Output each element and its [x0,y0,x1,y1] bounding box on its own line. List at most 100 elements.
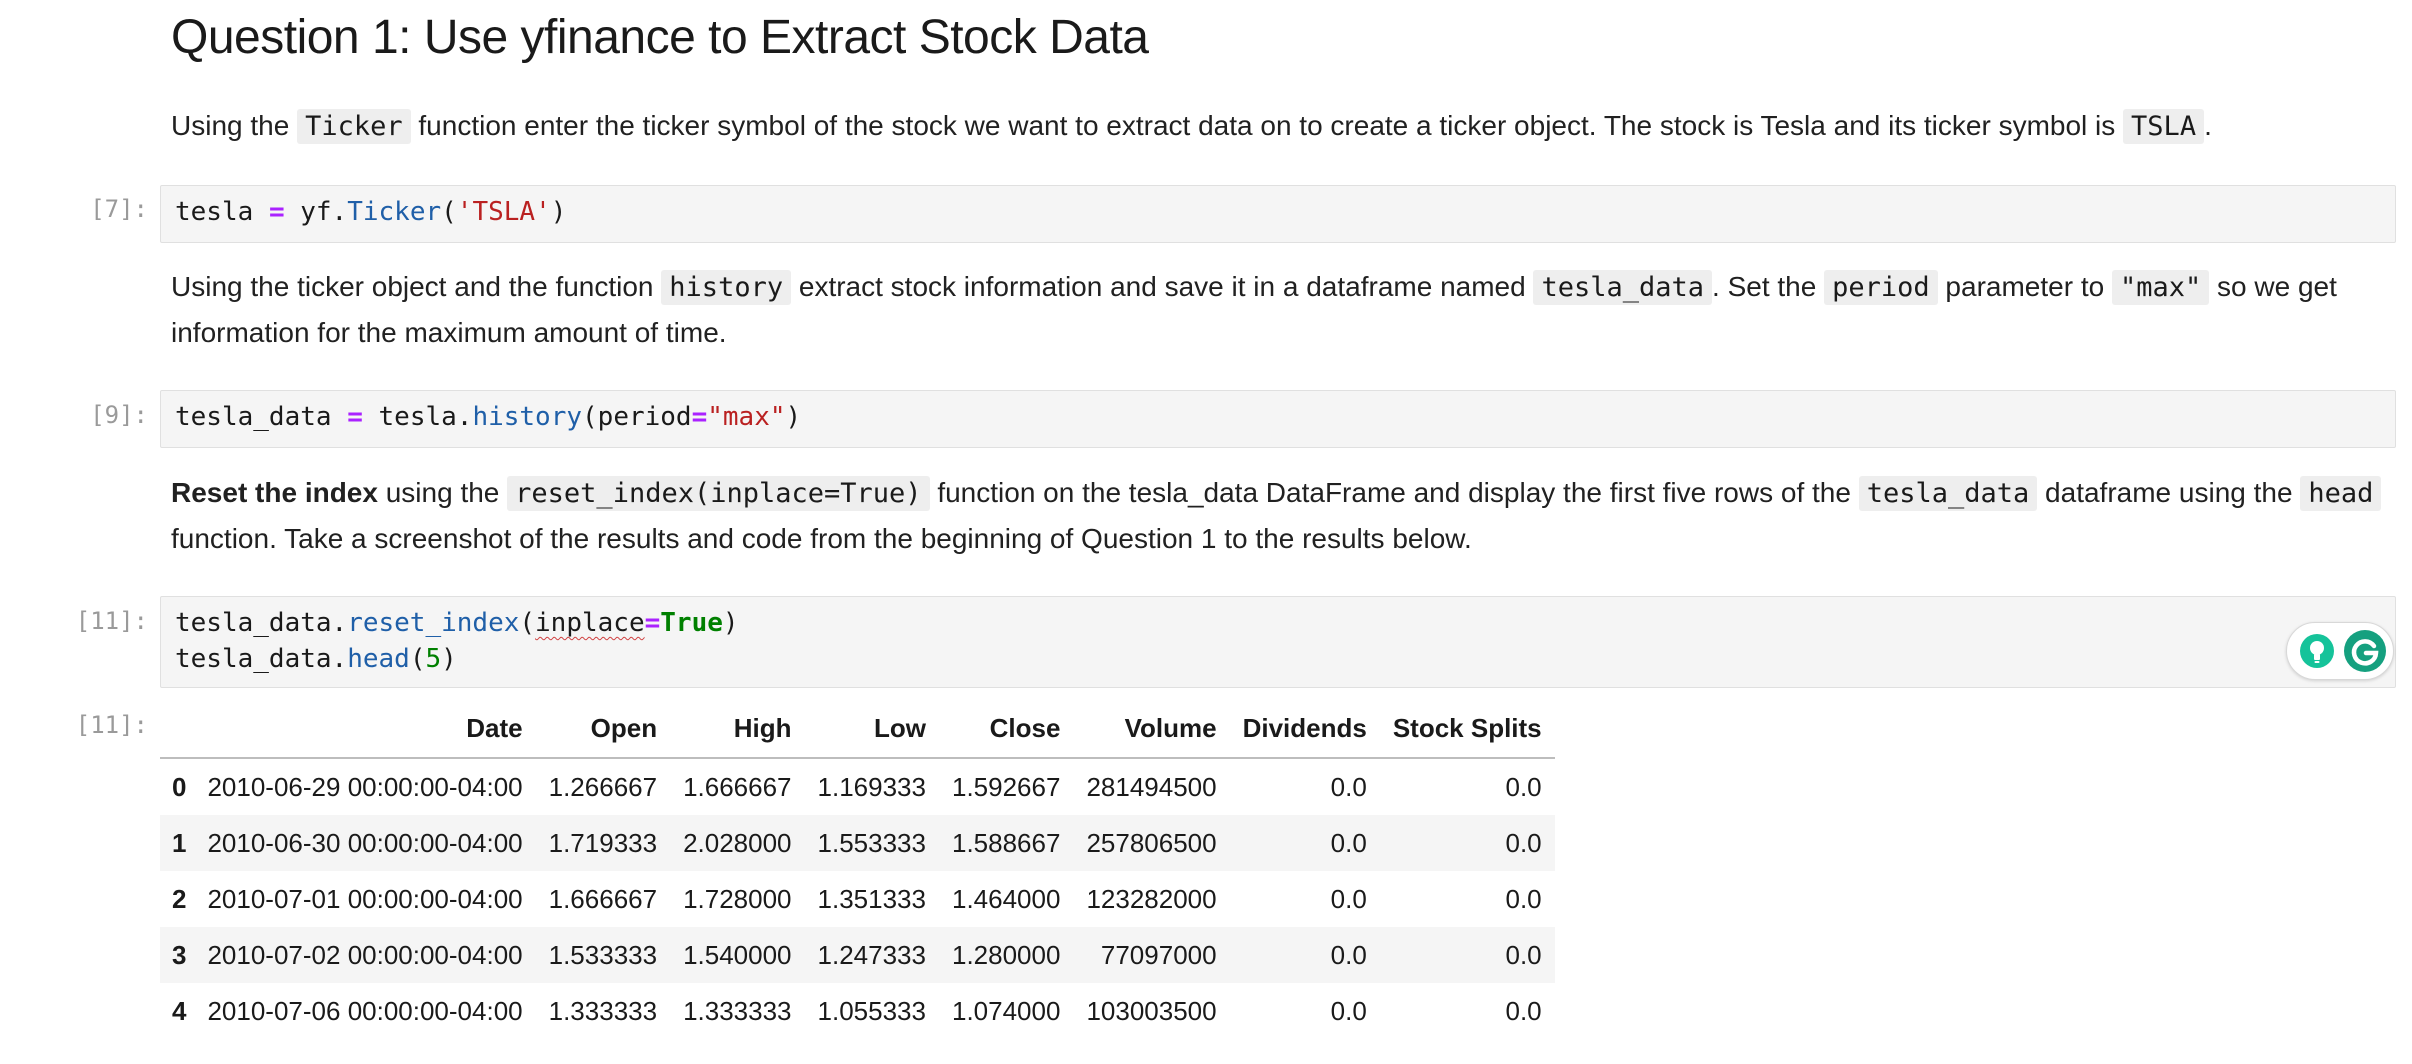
markdown-cell-intro[interactable]: Using the Ticker function enter the tick… [171,103,2401,149]
code-cell-history[interactable]: tesla_data = tesla.history(period="max") [160,390,2396,448]
table-body: 0 2010-06-29 00:00:00-04:00 1.266667 1.6666… [160,758,1555,1039]
text: parameter to [1937,271,2112,302]
column-header: Volume [1073,700,1230,759]
code-keyword: True [660,608,723,638]
table-cell: 1.280000 [951,939,1061,970]
grammarly-widget[interactable] [2286,622,2394,680]
cell-prompt: [7]: [90,195,148,223]
inline-code: TSLA [2123,109,2205,144]
inline-code: "max" [2111,270,2210,305]
code-token: tesla. [378,402,473,432]
text: extract stock information and save it in… [791,271,1534,302]
table-cell: 103003500 [1086,995,1217,1026]
cell-prompt: [11]: [75,607,148,635]
table-cell: 1.533333 [548,939,658,970]
code-operator: = [268,197,285,227]
bold-text: Reset the index [171,477,378,508]
code-token: ) [441,644,457,674]
code-string: "max" [707,402,786,432]
table-row: 3 2010-07-02 00:00:00-04:00 1.533333 1.5400… [160,927,1555,983]
markdown-cell-history[interactable]: Using the ticker object and the function… [171,264,2401,355]
table-header-row: Date Open High Low Close Volume Dividends Stock… [160,700,1555,759]
table-cell: 0.0 [1505,939,1542,970]
table-row: 1 2010-06-30 00:00:00-04:00 1.719333 2.0280… [160,815,1555,871]
grammarly-g-icon[interactable] [2343,629,2387,673]
table-cell: 1.553333 [817,827,926,858]
code-cell-ticker[interactable]: tesla = yf.Ticker('TSLA') [160,185,2396,243]
table-cell: 1.592667 [951,771,1061,802]
table-row: 0 2010-06-29 00:00:00-04:00 1.266667 1.6666… [160,758,1555,815]
column-header: Low [804,700,939,759]
table-cell: 1.247333 [817,939,926,970]
text: function enter the ticker symbol of the … [410,110,2124,141]
table-cell: 2.028000 [683,827,792,858]
table-cell: 0.0 [1330,883,1367,914]
inline-code: tesla_data [1533,270,1713,305]
row-index: 4 [172,995,187,1026]
code-cell-reset-head[interactable]: tesla_data.reset_index(inplace=True) tes… [160,596,2396,688]
output-prompt: [11]: [75,711,148,739]
row-index: 0 [172,771,187,802]
table-cell: 1.666667 [683,771,792,802]
column-header: Close [938,700,1074,759]
table-cell: 77097000 [1100,939,1217,970]
table-cell: 0.0 [1505,771,1542,802]
text: . Set the [1712,271,1825,302]
code-token: tesla_data [175,402,332,432]
table-cell: 2010-06-29 00:00:00-04:00 [207,771,523,802]
column-header: Open [535,700,671,759]
text: so we get information for the maximum am… [171,271,2337,348]
code-operator: = [347,402,363,432]
text: dataframe using the [2037,477,2301,508]
lightbulb-icon[interactable] [2299,633,2335,669]
question-heading: Question 1: Use yfinance to Extract Stoc… [171,11,1149,64]
table-cell: 1.588667 [951,827,1061,858]
text: Using the [171,110,298,141]
code-operator: = [691,402,708,432]
table-cell: 0.0 [1330,939,1367,970]
table-cell: 0.0 [1505,883,1542,914]
code-token: tesla_data. [175,644,348,674]
code-token: ) [785,402,802,432]
cell-prompt: [9]: [90,401,148,429]
table-cell: 2010-07-02 00:00:00-04:00 [207,939,523,970]
code-function: head [347,644,410,674]
code-token: ( [519,608,536,638]
code-token: ) [722,608,739,638]
table-cell: 0.0 [1330,771,1367,802]
text: using the [377,477,508,508]
code-number: 5 [425,644,442,674]
text: function on the tesla_data DataFrame and… [929,477,1859,508]
inline-code: reset_index(inplace=True) [507,476,930,511]
inline-code: Ticker [297,109,411,144]
table-cell: 1.666667 [548,883,658,914]
code-function: reset_index [347,608,520,638]
text: function. Take a screenshot of the resul… [171,523,1472,554]
table-cell: 1.169333 [817,771,926,802]
markdown-cell-reset-index[interactable]: Reset the index using the reset_index(in… [171,470,2401,561]
inline-code: tesla_data [1858,476,2038,511]
text: Using the ticker object and the function [171,271,662,302]
table-cell: 1.719333 [548,827,658,858]
table-cell: 0.0 [1330,995,1367,1026]
row-index: 3 [172,939,187,970]
dataframe-output: Date Open High Low Close Volume Dividends Stock… [160,700,1555,1039]
code-token: yf. [300,197,348,227]
code-operator: = [644,608,661,638]
column-header: Stock Splits [1379,700,1555,759]
row-index: 2 [172,883,187,914]
text: . [2204,110,2212,141]
table-cell: 1.464000 [951,883,1061,914]
table-row: 2 2010-07-01 00:00:00-04:00 1.666667 1.7280… [160,871,1555,927]
row-index: 1 [172,827,187,858]
code-token-spellcheck: inplace [535,608,645,638]
table-cell: 257806500 [1086,827,1217,858]
table-row: 4 2010-07-06 00:00:00-04:00 1.333333 1.3333… [160,983,1555,1039]
table-cell: 0.0 [1505,995,1542,1026]
column-header: Date [194,700,536,759]
column-header: Dividends [1229,700,1380,759]
code-token: ) [550,197,567,227]
table-cell: 2010-06-30 00:00:00-04:00 [207,827,523,858]
code-function: Ticker [347,197,442,227]
